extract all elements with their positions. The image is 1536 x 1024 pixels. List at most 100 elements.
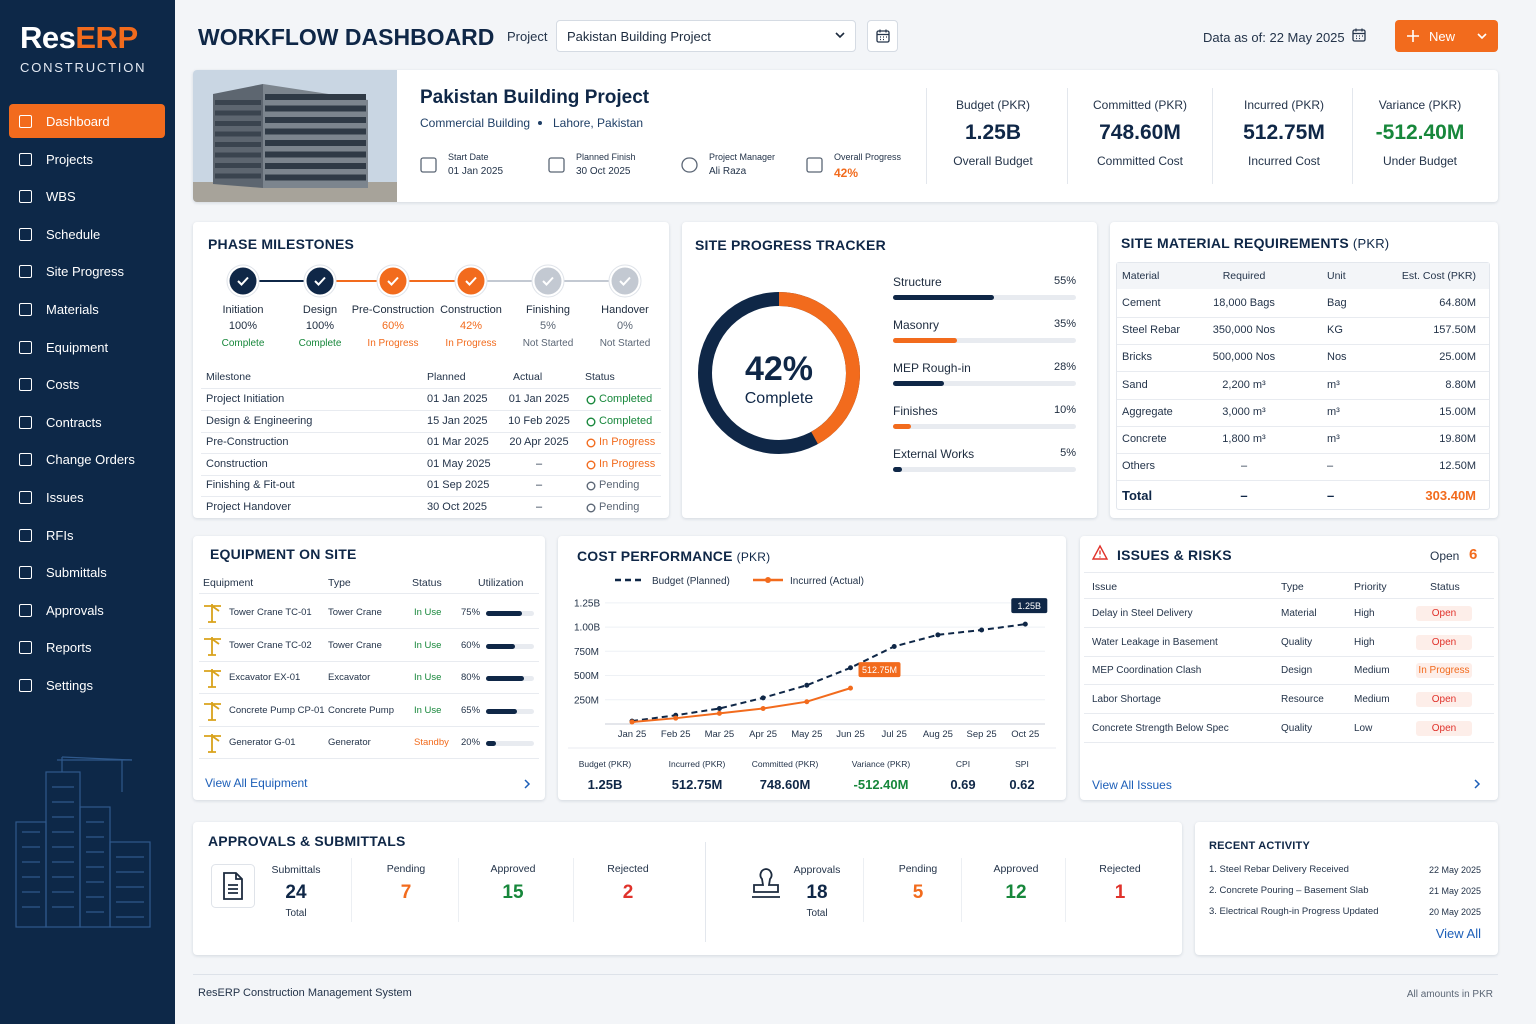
stat-divider bbox=[863, 858, 864, 922]
milestone-name: Project Initiation bbox=[206, 393, 285, 405]
detail-label: Overall Progress bbox=[834, 152, 902, 162]
nav-item[interactable]: Reports bbox=[9, 630, 165, 664]
row-line bbox=[1117, 398, 1489, 400]
card-title: RECENT ACTIVITY bbox=[1209, 840, 1310, 852]
nav-icon bbox=[19, 603, 32, 617]
nav-item[interactable]: RFIs bbox=[9, 518, 165, 552]
nav-item[interactable]: Equipment bbox=[9, 330, 165, 364]
issue-status: Open bbox=[1416, 720, 1472, 736]
building-floor bbox=[265, 105, 366, 112]
project-location: Lahore, Pakistan bbox=[553, 116, 644, 130]
issue-name: Delay in Steel Delivery bbox=[1092, 608, 1193, 619]
status-ring bbox=[586, 460, 596, 470]
nav-item[interactable]: Site Progress bbox=[9, 254, 165, 288]
table-cell: Total bbox=[1122, 488, 1153, 503]
phase-percent: 100% bbox=[305, 320, 335, 332]
detail-value: Ali Raza bbox=[709, 166, 747, 177]
card-title: EQUIPMENT ON SITE bbox=[210, 546, 357, 562]
series-point bbox=[891, 643, 897, 649]
view-all-link[interactable]: View All Equipment bbox=[205, 776, 308, 790]
nav-item[interactable]: Approvals bbox=[9, 593, 165, 627]
activity-date: 20 May 2025 bbox=[1428, 907, 1481, 917]
nav-item[interactable]: Materials bbox=[9, 292, 165, 326]
equipment-type: Generator bbox=[328, 737, 371, 748]
brand-tagline: CONSTRUCTION bbox=[20, 60, 147, 75]
row-line bbox=[199, 758, 539, 759]
detail-label: Start Date bbox=[448, 152, 489, 162]
equipment-glyph bbox=[204, 734, 221, 753]
nav-icon bbox=[19, 641, 32, 655]
kpi-caption: Committed Cost bbox=[1096, 154, 1184, 168]
progress-bar bbox=[893, 467, 903, 472]
progress-name: External Works bbox=[893, 447, 975, 461]
phase-status: In Progress bbox=[367, 338, 419, 349]
annotation-label: 512.75M bbox=[862, 665, 897, 675]
kpi: Committed (PKR) 748.60M Committed Cost bbox=[1070, 70, 1210, 202]
row-line bbox=[1084, 684, 1494, 686]
y-tick-label: 250M bbox=[574, 695, 599, 706]
issues-card: ISSUES & RISKS Open 6 Issue Type Priority Stat… bbox=[1080, 536, 1498, 800]
group-value: 24 bbox=[285, 882, 307, 903]
nav-item[interactable]: WBS bbox=[9, 179, 165, 213]
nav-item[interactable]: Change Orders bbox=[9, 442, 165, 476]
stat-divider bbox=[458, 858, 459, 922]
issue-priority: Low bbox=[1354, 722, 1373, 734]
nav-icon bbox=[19, 340, 32, 354]
building-floor bbox=[265, 140, 366, 146]
series-point bbox=[760, 705, 766, 711]
table-cell: 64.80M bbox=[1439, 297, 1476, 309]
row-line bbox=[1117, 344, 1489, 346]
card-title: APPROVALS & SUBMITTALS bbox=[208, 833, 406, 849]
milestone-status: Completed bbox=[599, 393, 653, 405]
detail-icon bbox=[681, 157, 698, 173]
stat-label: Approved bbox=[490, 863, 536, 875]
summary-label: CPI bbox=[956, 759, 970, 769]
table-header: Equipment bbox=[203, 577, 254, 589]
card-title: SITE PROGRESS TRACKER bbox=[695, 237, 886, 253]
nav-item[interactable]: Schedule bbox=[9, 217, 165, 251]
utilization-label: 75% bbox=[461, 607, 481, 618]
milestone-status: In Progress bbox=[599, 436, 656, 449]
stamp-icon bbox=[752, 868, 780, 898]
nav-item[interactable]: Projects bbox=[9, 142, 165, 176]
row-line bbox=[199, 693, 539, 694]
chevron-right bbox=[1474, 779, 1481, 789]
nav-item[interactable]: Costs bbox=[9, 367, 165, 401]
utilization-bar bbox=[486, 676, 525, 681]
progress-track bbox=[893, 338, 1076, 343]
progress-track bbox=[893, 467, 1076, 472]
building-floor bbox=[215, 110, 261, 116]
group-label: Approvals bbox=[793, 864, 841, 876]
title-suffix: (PKR) bbox=[736, 550, 771, 564]
divider bbox=[1212, 88, 1213, 184]
nav-label: Contracts bbox=[46, 414, 102, 430]
calendar-button[interactable] bbox=[867, 20, 898, 52]
issue-status: Open bbox=[1416, 634, 1472, 650]
detail-value: 01 Jan 2025 bbox=[448, 166, 504, 177]
row-line bbox=[199, 628, 539, 629]
project-select[interactable]: Pakistan Building Project bbox=[556, 20, 856, 52]
site-progress-card: SITE PROGRESS TRACKER 42% Complete Structur… bbox=[682, 222, 1097, 518]
table-cell: KG bbox=[1327, 324, 1343, 337]
new-button[interactable]: New bbox=[1395, 20, 1498, 52]
detail-icon bbox=[548, 157, 565, 173]
stat-divider bbox=[573, 858, 574, 922]
stat-divider bbox=[961, 858, 962, 922]
x-tick-label: Sep 25 bbox=[967, 729, 997, 740]
activity-text: 1. Steel Rebar Delivery Received bbox=[1209, 864, 1349, 875]
table-cell: Steel Rebar bbox=[1122, 324, 1181, 337]
summary-label: Incurred (PKR) bbox=[669, 759, 726, 769]
nav-item[interactable]: Submittals bbox=[9, 555, 165, 589]
detail-value: 42% bbox=[834, 166, 859, 180]
progress-label: 55% bbox=[1053, 275, 1076, 287]
nav-item[interactable]: Contracts bbox=[9, 405, 165, 439]
view-all-link[interactable]: View All bbox=[1435, 926, 1481, 941]
row-line bbox=[1117, 317, 1489, 318]
equipment-name: Tower Crane TC-02 bbox=[229, 639, 312, 651]
nav-item[interactable]: Dashboard bbox=[9, 104, 165, 138]
nav-item[interactable]: Issues bbox=[9, 480, 165, 514]
nav-item[interactable]: Settings bbox=[9, 668, 165, 702]
view-all-link[interactable]: View All Issues bbox=[1092, 778, 1172, 792]
activity-text: 2. Concrete Pouring – Basement Slab bbox=[1209, 885, 1369, 896]
status-ring bbox=[586, 503, 596, 513]
